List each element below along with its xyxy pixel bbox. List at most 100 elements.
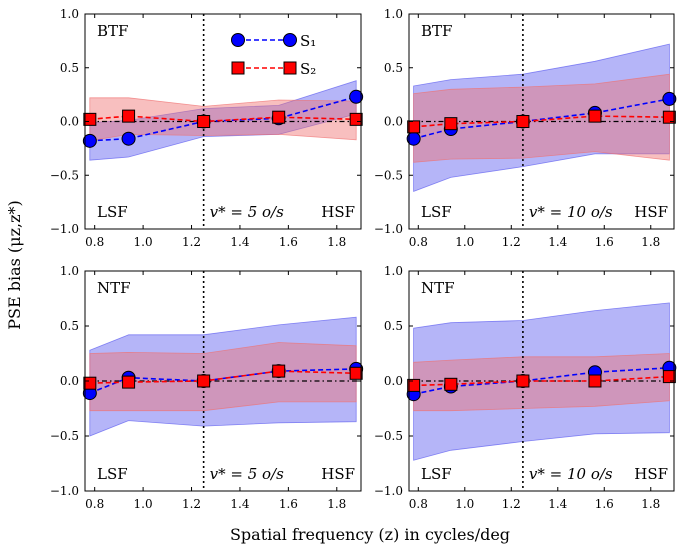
series-line-s2 [413, 375, 670, 387]
y-tick-label: 0.0 [60, 374, 79, 388]
y-tick-label: 0.0 [384, 374, 403, 388]
x-axis-label: Spatial frequency (z) in cycles/deg [230, 525, 510, 544]
y-tick-label: 0.5 [60, 319, 79, 333]
point-s1 [349, 89, 364, 104]
series-line-s1 [413, 367, 670, 395]
y-axis-label: PSE bias (μz,z*) [5, 200, 24, 330]
y-tick-label: −0.5 [374, 429, 403, 443]
point-s2 [197, 374, 211, 388]
point-s2 [83, 112, 97, 126]
point-s1 [121, 131, 136, 146]
x-tick-label: 1.2 [182, 235, 201, 249]
y-tick-label: 0.5 [60, 61, 79, 75]
x-tick-label: 1.6 [279, 497, 298, 511]
band-s2 [89, 97, 357, 142]
y-tick-label: 0.5 [384, 319, 403, 333]
legend-marker-s1 [283, 33, 297, 47]
x-tick-label: 1.2 [502, 235, 521, 249]
y-tick-label: −1.0 [374, 222, 403, 236]
x-tick-label: 1.0 [455, 235, 474, 249]
velocity-label: v* = 5 o/s [210, 465, 284, 483]
x-tick-label: 1.2 [502, 497, 521, 511]
y-tick-label: 0.0 [384, 115, 403, 129]
x-tick-label: 1.8 [641, 235, 660, 249]
point-s2 [588, 374, 602, 388]
point-s2 [349, 112, 363, 126]
series-line-s2 [413, 115, 670, 128]
x-tick-label: 1.6 [595, 497, 614, 511]
chart-panel-1: 1.0 0.5 0.0 −0.5 −1.0 0.8 1.0 1.2 1.4 1.6 1.8 BTF LS… [50, 7, 364, 249]
x-tick-label: 1.8 [327, 497, 346, 511]
series-line-s1 [413, 98, 670, 140]
point-s2 [122, 375, 136, 389]
y-tick-label: −0.5 [50, 168, 79, 182]
x-tick-label: 1.2 [182, 497, 201, 511]
hsf-label: HSF [634, 465, 668, 483]
x-tick-label: 0.8 [409, 235, 428, 249]
x-tick-label: 1.8 [327, 235, 346, 249]
y-tick-label: −1.0 [50, 484, 79, 498]
point-s2 [272, 110, 286, 124]
point-s2 [197, 115, 211, 128]
legend-marker-s2 [231, 61, 245, 75]
y-tick-label: −0.5 [374, 168, 403, 182]
point-s2 [407, 378, 421, 392]
x-tick-label: 1.0 [134, 497, 153, 511]
x-tick-label: 1.4 [230, 497, 249, 511]
lsf-label: LSF [97, 203, 128, 221]
hsf-label: HSF [321, 203, 355, 221]
chart-panel-3: 1.0 0.5 0.0 −0.5 −1.0 0.8 1.0 1.2 1.4 1.6 1.8 NTF LS… [50, 264, 364, 511]
panel-label: BTF [421, 22, 452, 40]
y-tick-label: 0.5 [384, 61, 403, 75]
hsf-label: HSF [634, 203, 668, 221]
point-s2 [83, 376, 97, 390]
y-tick-label: 1.0 [384, 7, 403, 21]
point-s2 [662, 110, 676, 124]
x-tick-label: 0.8 [85, 235, 104, 249]
legend-marker-s2 [283, 61, 297, 75]
point-s2 [588, 109, 602, 123]
x-tick-label: 0.8 [409, 497, 428, 511]
chart-panel-4: 1.0 0.5 0.0 −0.5 −1.0 0.8 1.0 1.2 1.4 1.6 1.8 NTF LS… [374, 264, 677, 511]
y-tick-label: −0.5 [50, 429, 79, 443]
band-s2 [413, 73, 670, 163]
y-tick-label: −1.0 [50, 222, 79, 236]
x-tick-label: 1.8 [641, 497, 660, 511]
lsf-label: LSF [97, 465, 128, 483]
x-tick-label: 1.6 [279, 235, 298, 249]
y-tick-label: 1.0 [60, 7, 79, 21]
point-s2 [444, 377, 458, 391]
y-tick-label: 1.0 [60, 264, 79, 278]
point-s2 [444, 117, 458, 131]
lsf-label: LSF [421, 203, 452, 221]
panel-label: NTF [421, 279, 455, 297]
point-s2 [407, 120, 421, 134]
x-tick-label: 1.6 [595, 235, 614, 249]
y-tick-label: 0.0 [60, 115, 79, 129]
legend: S₁ S₂ [231, 32, 316, 78]
lsf-label: LSF [421, 465, 452, 483]
point-s1 [662, 91, 677, 106]
point-s2 [516, 374, 530, 388]
point-s2 [122, 109, 136, 123]
point-s2 [516, 115, 530, 128]
x-tick-label: 1.4 [548, 497, 567, 511]
legend-marker-s1 [231, 33, 245, 47]
point-s2 [349, 366, 363, 380]
y-tick-label: 1.0 [384, 264, 403, 278]
legend-label-s2: S₂ [300, 60, 316, 78]
x-tick-label: 0.8 [85, 497, 104, 511]
point-s2 [662, 370, 676, 384]
x-tick-label: 1.4 [548, 235, 567, 249]
chart-panel-2: 1.0 0.5 0.0 −0.5 −1.0 0.8 1.0 1.2 1.4 1.6 1.8 BTF LS… [374, 7, 677, 249]
velocity-label: v* = 10 o/s [529, 465, 613, 483]
velocity-label: v* = 10 o/s [529, 203, 613, 221]
panel-label: NTF [97, 279, 131, 297]
velocity-label: v* = 5 o/s [210, 203, 284, 221]
y-tick-label: −1.0 [374, 484, 403, 498]
x-tick-label: 1.0 [455, 497, 474, 511]
band-s2 [413, 353, 670, 412]
panel-label: BTF [97, 22, 128, 40]
band-s2 [89, 342, 357, 412]
